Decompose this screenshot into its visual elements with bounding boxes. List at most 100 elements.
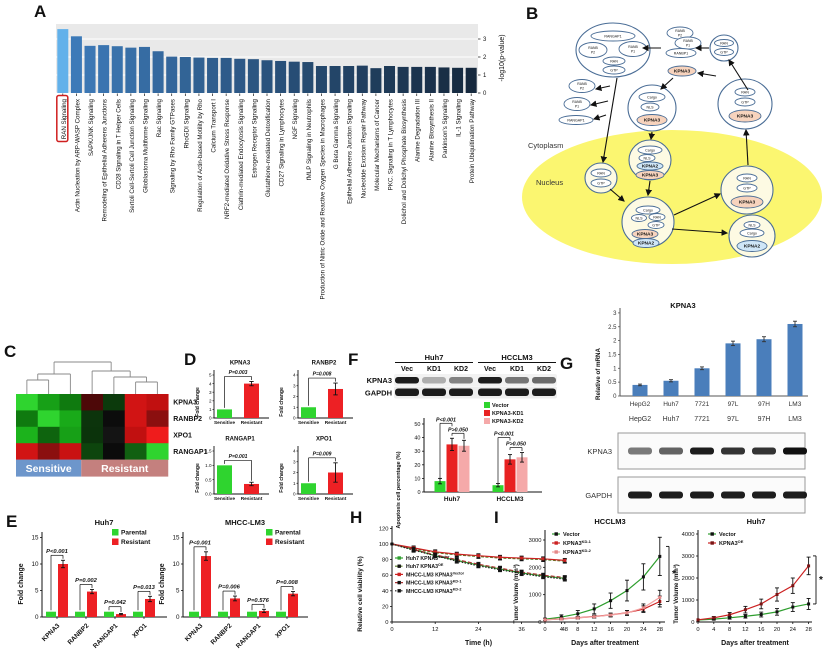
molecule-oval bbox=[635, 205, 661, 215]
protein-band bbox=[628, 447, 652, 455]
molecule-label: RANB bbox=[683, 39, 693, 43]
data-marker bbox=[541, 557, 545, 561]
heatmap-cell bbox=[81, 443, 104, 460]
molecule-oval bbox=[602, 65, 626, 75]
blot-row-label: KPNA3 bbox=[367, 376, 392, 385]
x-tick-label: 4 bbox=[560, 627, 564, 633]
bar-parental bbox=[247, 611, 257, 617]
data-marker bbox=[807, 602, 811, 606]
bar-parental bbox=[133, 611, 143, 617]
molecule-label: RAN bbox=[720, 41, 728, 45]
pathway-label: Sertoli Cell-Sertoli Cell Junction Signa… bbox=[129, 98, 136, 212]
bar bbox=[725, 343, 741, 396]
legend-marker bbox=[397, 564, 401, 568]
molecule-oval bbox=[637, 145, 663, 155]
pathway-arrow bbox=[671, 228, 729, 236]
heatmap-cell bbox=[37, 426, 60, 444]
pathway-bar bbox=[438, 67, 450, 93]
panel-g-western-blot: HepG2 Huh7 7721 97L 97H LM3 KPNA3 GAPDH bbox=[585, 416, 807, 514]
molecule-label: KPNA2 bbox=[744, 244, 761, 250]
bar bbox=[446, 444, 458, 492]
heatmap-cell bbox=[146, 410, 169, 428]
chart-title: RANBP2 bbox=[312, 361, 337, 367]
y-tick-label: 60 bbox=[382, 573, 388, 579]
x-category-label: XPO1 bbox=[131, 622, 148, 639]
chart-title: Huh7 bbox=[747, 517, 766, 526]
molecule-oval bbox=[665, 48, 697, 58]
protein-band bbox=[449, 377, 473, 384]
bar-resistant bbox=[145, 598, 155, 617]
y-axis-label: Fold change bbox=[279, 387, 285, 417]
lane-label: KD1 bbox=[510, 366, 524, 373]
group-bar bbox=[16, 459, 82, 477]
y-tick-label: 100 bbox=[379, 542, 389, 548]
legend-label: MHCC-LM3 KPNA3KD-1 bbox=[406, 580, 461, 587]
heatmap-cell bbox=[103, 443, 126, 460]
heatmap-cell bbox=[59, 410, 82, 428]
molecule-oval bbox=[734, 87, 756, 97]
data-marker bbox=[625, 611, 629, 615]
legend-marker bbox=[397, 580, 401, 585]
x-tick-label: 8 bbox=[576, 627, 579, 633]
x-category-label: RANGAP1 bbox=[92, 622, 120, 650]
p-value: P>0.050 bbox=[506, 442, 526, 448]
pathway-label: fMLP Signaling in Neutrophils bbox=[306, 99, 313, 180]
y-tick-label: 10 bbox=[31, 561, 39, 568]
x-category-label: Sensitive bbox=[298, 496, 319, 502]
data-marker bbox=[520, 572, 524, 576]
legend-label: Huh7 KPNA3OE bbox=[406, 563, 444, 570]
molecule-label: Cargo bbox=[747, 231, 757, 235]
bar-sensitive bbox=[217, 465, 232, 494]
x-category-label: Sensitive bbox=[214, 496, 235, 502]
heatmap-cell bbox=[81, 394, 104, 411]
molecule-label: P2 bbox=[591, 50, 595, 54]
pathway-arrow bbox=[600, 77, 618, 164]
legend-marker bbox=[554, 550, 558, 554]
pathway-bar bbox=[288, 61, 300, 93]
line-series bbox=[544, 596, 661, 621]
panel-letter-a: A bbox=[34, 2, 47, 21]
y-tick-label: 80 bbox=[382, 558, 388, 564]
molecule-label: RAN bbox=[653, 215, 661, 219]
protein-band bbox=[659, 491, 683, 499]
legend-swatch bbox=[112, 538, 119, 545]
panel-d-chart-rangap1: RANGAP1 Fold change 0.0 0.5 1.0 1.5 P=0.001 Sen… bbox=[195, 437, 269, 502]
molecule-oval bbox=[730, 195, 764, 209]
protein-band bbox=[690, 491, 714, 499]
significance-star: * bbox=[672, 569, 676, 580]
heatmap-cell bbox=[103, 426, 126, 444]
y-axis-label: Apoptosis cell percentage (%) bbox=[396, 451, 402, 528]
protein-band bbox=[395, 377, 419, 384]
y-tick-label: 3 bbox=[293, 383, 296, 388]
legend-label: KPNA3OE bbox=[719, 539, 744, 547]
heatmap-cell bbox=[146, 426, 169, 444]
x-tick-label: 16 bbox=[758, 627, 764, 633]
data-marker bbox=[592, 615, 596, 619]
panel-letter-b: B bbox=[526, 4, 539, 23]
data-marker bbox=[563, 577, 567, 581]
protein-band bbox=[422, 377, 446, 384]
legend-label: KPNA3KD-1 bbox=[563, 539, 592, 547]
molecule-label: P2 bbox=[678, 33, 682, 37]
protein-band bbox=[478, 388, 502, 396]
data-marker bbox=[520, 556, 524, 560]
p-value: P<0.001 bbox=[46, 549, 68, 555]
heatmap-cell bbox=[146, 443, 169, 460]
x-tick-label: 28 bbox=[805, 627, 811, 633]
molecule-oval bbox=[647, 221, 665, 229]
x-tick-label: 16 bbox=[607, 627, 613, 633]
pathway-label: Clathrin-mediated Endocytosis Signaling bbox=[238, 98, 245, 210]
p-value: P=0.042 bbox=[104, 600, 127, 606]
pathway-label: Glutathione-mediated Detoxification bbox=[265, 98, 272, 197]
heatmap-cell bbox=[16, 394, 39, 411]
y-tick-label: 0.0 bbox=[205, 492, 212, 497]
legend-swatch bbox=[112, 529, 119, 536]
pathway-bar bbox=[424, 66, 436, 93]
heatmap-row-label: KPNA3 bbox=[173, 400, 197, 407]
y-tick-label: 4 bbox=[209, 381, 212, 386]
y-tick-label: 0 bbox=[293, 416, 296, 421]
y-axis-label: Tumor Volume (mm³) bbox=[513, 564, 520, 623]
p-value: P=0.001 bbox=[229, 454, 248, 460]
